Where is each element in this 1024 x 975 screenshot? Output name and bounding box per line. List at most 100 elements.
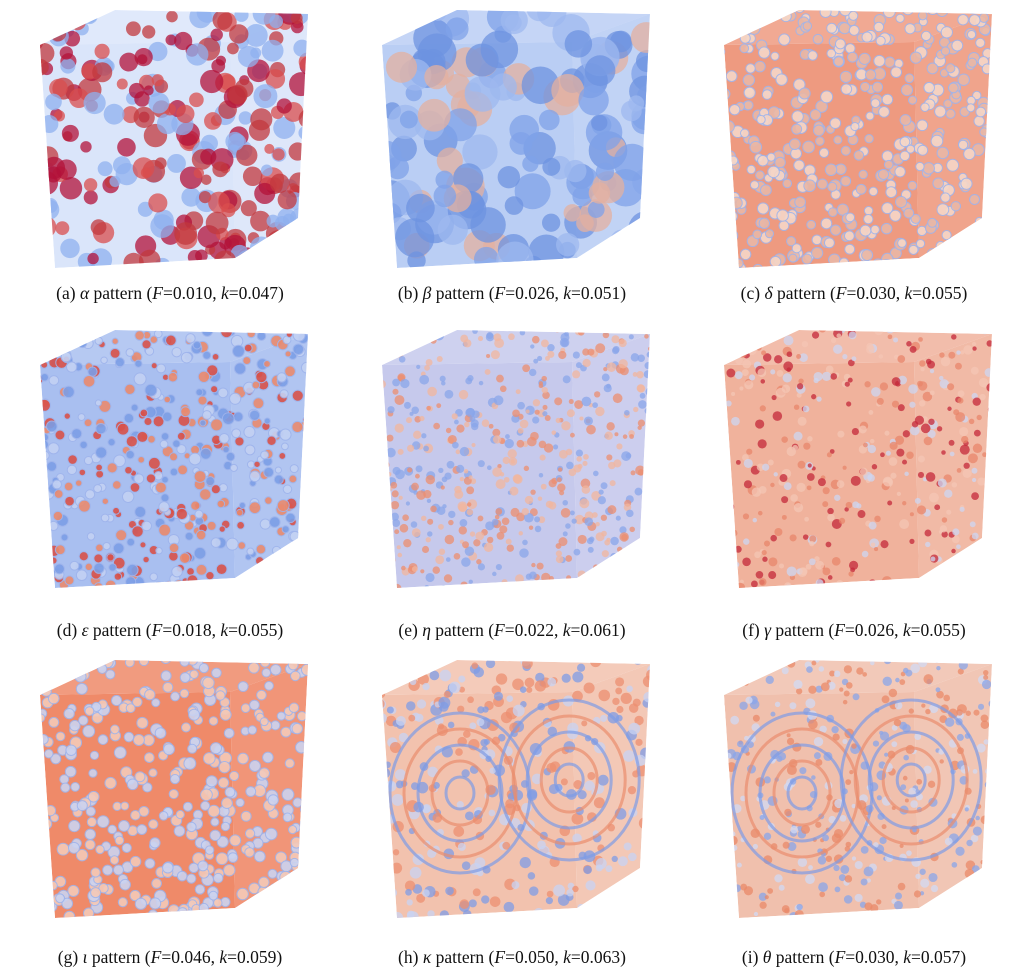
cell (113, 802, 121, 810)
cell (874, 326, 883, 335)
cell (267, 436, 276, 445)
cell (37, 352, 46, 361)
cell (119, 821, 130, 832)
cell (541, 376, 547, 382)
cell (883, 6, 895, 18)
cell (452, 442, 459, 449)
cell (56, 732, 65, 741)
cell (489, 424, 494, 429)
cell (819, 666, 825, 672)
cell (206, 572, 214, 580)
cell (825, 164, 837, 176)
cell (799, 767, 806, 774)
cell (948, 248, 958, 258)
cell (469, 475, 473, 479)
cell (542, 214, 560, 232)
cell (587, 349, 594, 356)
cell (714, 364, 724, 374)
cell (941, 572, 950, 581)
cell (897, 492, 901, 496)
cell (238, 542, 246, 550)
cell (520, 330, 526, 336)
cell (798, 858, 807, 867)
cell (379, 494, 386, 501)
cell (811, 394, 816, 399)
caption-part: =0.051) (571, 283, 626, 303)
cell (854, 151, 864, 161)
cell (175, 582, 184, 591)
cell (924, 82, 935, 93)
cell (628, 95, 644, 111)
cell (760, 405, 766, 411)
cell (807, 473, 815, 481)
cell (297, 712, 306, 721)
cell (598, 496, 606, 504)
cell (126, 349, 134, 357)
cell (530, 489, 535, 494)
cell (303, 515, 314, 526)
cell (150, 838, 160, 848)
cell (362, 244, 396, 275)
cell (891, 741, 897, 747)
cell (546, 501, 553, 508)
cell (410, 867, 422, 879)
cell (245, 445, 255, 455)
cell (299, 109, 318, 128)
cell (498, 166, 520, 188)
cell (96, 447, 107, 458)
cell (439, 670, 451, 682)
cell (734, 562, 739, 567)
cell (645, 408, 651, 414)
cell (553, 444, 558, 449)
cell (37, 524, 48, 535)
cell (280, 871, 292, 883)
cell (743, 12, 754, 23)
cell (887, 501, 892, 506)
cell (135, 898, 146, 909)
cell (908, 96, 916, 104)
cell (378, 832, 386, 840)
cell (898, 404, 905, 411)
cell (553, 885, 565, 897)
cell (394, 395, 404, 405)
cell (196, 389, 203, 396)
cell (219, 761, 230, 772)
cell (716, 243, 725, 252)
cell (529, 886, 539, 896)
cell (835, 39, 845, 49)
cell (768, 6, 777, 15)
cell (139, 250, 160, 271)
cell (137, 825, 147, 835)
cell (920, 367, 924, 371)
cell (109, 176, 120, 187)
cell (814, 378, 819, 383)
caption-part: =0.030, (845, 947, 903, 967)
cell (648, 347, 652, 351)
cell (32, 771, 42, 781)
cell (456, 425, 464, 433)
cell (506, 539, 512, 545)
cell (140, 409, 148, 417)
cell (610, 553, 618, 561)
cell (84, 178, 97, 191)
volume-render (362, 650, 662, 925)
cell (176, 810, 184, 818)
cell (262, 902, 272, 912)
cell (906, 850, 912, 856)
cell (526, 687, 532, 693)
cell (230, 464, 237, 471)
cell (593, 564, 599, 570)
cell (762, 11, 772, 21)
cell (377, 689, 386, 698)
cell (231, 245, 249, 263)
cell (864, 381, 870, 387)
cell (37, 580, 48, 591)
cell (986, 383, 995, 392)
cell (809, 541, 814, 546)
caption-part: pattern ( (431, 947, 494, 967)
cell (145, 859, 155, 869)
cell (814, 752, 821, 759)
cell (756, 571, 764, 579)
cell (137, 431, 148, 442)
cell (124, 413, 134, 423)
